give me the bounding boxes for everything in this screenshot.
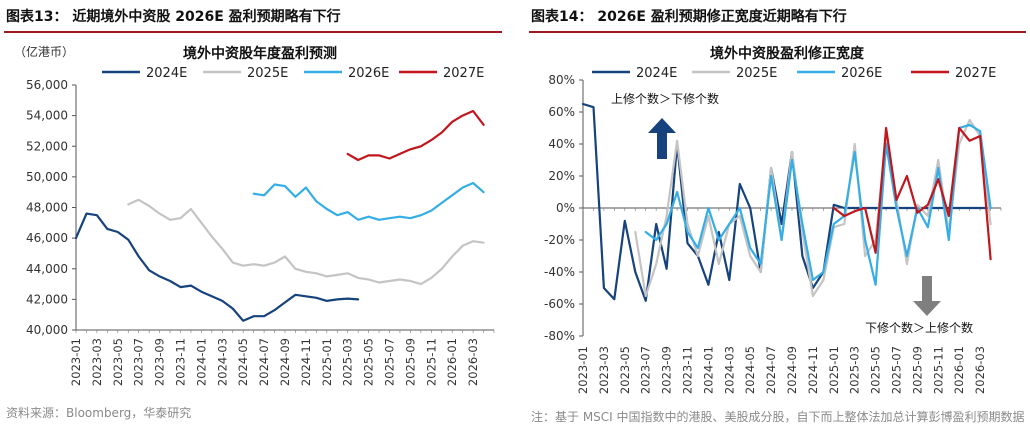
x-tick-label: 2025-05 bbox=[869, 346, 883, 394]
y-tick-label: 48,000 bbox=[26, 201, 68, 215]
x-tick-label: 2024-05 bbox=[743, 346, 757, 394]
down-arrow-icon bbox=[913, 276, 941, 316]
x-tick-label: 2025-09 bbox=[910, 346, 924, 394]
y-tick-label: 52,000 bbox=[26, 139, 68, 153]
x-tick-label: 2025-09 bbox=[403, 338, 417, 386]
x-tick-label: 2023-03 bbox=[597, 346, 611, 394]
y-tick-label: -60% bbox=[544, 297, 575, 311]
series-line-2027E bbox=[832, 126, 992, 261]
left-x-axis: 2023-01 2023-03 2023-05 2023-07 2023-09 2023-… bbox=[69, 329, 495, 386]
left-series-lines bbox=[74, 109, 485, 322]
y-tick-label: 50,000 bbox=[26, 170, 68, 184]
left-unit-label: （亿港币） bbox=[14, 44, 74, 59]
left-header-rule bbox=[4, 31, 502, 33]
x-tick-label: 2023-01 bbox=[576, 346, 590, 394]
right-series-lines bbox=[581, 102, 992, 302]
x-tick-label: 2024-01 bbox=[194, 338, 208, 386]
y-tick-label: -20% bbox=[544, 233, 575, 247]
x-tick-label: 2025-07 bbox=[890, 346, 904, 394]
y-tick-label: 42,000 bbox=[26, 292, 68, 306]
right-header-rule bbox=[529, 31, 1026, 33]
x-tick-label: 2024-01 bbox=[701, 346, 715, 394]
x-tick-label: 2023-07 bbox=[132, 338, 146, 386]
y-tick-label: -40% bbox=[544, 265, 575, 279]
x-tick-label: 2024-09 bbox=[278, 338, 292, 386]
x-tick-label: 2025-11 bbox=[931, 346, 945, 394]
x-tick-label: 2024-11 bbox=[806, 346, 820, 394]
x-tick-label: 2023-03 bbox=[90, 338, 104, 386]
y-tick-label: 60% bbox=[548, 105, 575, 119]
legend-label: 2026E bbox=[348, 66, 389, 81]
x-tick-label: 2025-11 bbox=[424, 338, 438, 386]
x-tick-label: 2023-11 bbox=[681, 346, 695, 394]
legend-label: 2024E bbox=[636, 66, 677, 81]
y-tick-label: 56,000 bbox=[26, 78, 68, 92]
x-tick-label: 2023-05 bbox=[111, 338, 125, 386]
x-tick-label: 2023-07 bbox=[639, 346, 653, 394]
x-tick-label: 2026-01 bbox=[952, 346, 966, 394]
y-tick-label: 80% bbox=[548, 73, 575, 87]
y-tick-label: -80% bbox=[544, 329, 575, 343]
series-line-2026E bbox=[644, 123, 992, 286]
right-chart-title: 境外中资股盈利修正宽度 bbox=[710, 45, 865, 62]
left-legend: 2024E 2025E 2026E 2027E bbox=[102, 66, 484, 81]
legend-label: 2026E bbox=[841, 66, 882, 81]
x-tick-label: 2024-07 bbox=[257, 338, 271, 386]
x-tick-label: 2024-03 bbox=[722, 346, 736, 394]
y-tick-label: 20% bbox=[548, 169, 575, 183]
y-tick-label: 46,000 bbox=[26, 231, 68, 245]
x-tick-label: 2025-01 bbox=[320, 338, 334, 386]
right-revision-breadth-chart: 境外中资股盈利修正宽度 2024E 2025E 2026E 2027E -80% -60… bbox=[544, 45, 1002, 394]
x-tick-label: 2026-01 bbox=[445, 338, 459, 386]
y-tick-label: 44,000 bbox=[26, 262, 68, 276]
left-chart-title: 境外中资股年度盈利预测 bbox=[183, 45, 337, 62]
left-source-note: 资料来源：Bloomberg，华泰研究 bbox=[6, 406, 192, 420]
y-tick-label: 40% bbox=[548, 137, 575, 151]
x-tick-label: 2025-07 bbox=[383, 338, 397, 386]
x-tick-label: 2024-07 bbox=[764, 346, 778, 394]
x-tick-label: 2023-05 bbox=[618, 346, 632, 394]
x-tick-label: 2023-09 bbox=[660, 346, 674, 394]
downward-revision-annotation: 下修个数＞上修个数 bbox=[865, 320, 973, 335]
x-tick-label: 2025-01 bbox=[827, 346, 841, 394]
y-tick-label: 0% bbox=[556, 201, 575, 215]
x-tick-label: 2024-05 bbox=[236, 338, 250, 386]
x-tick-label: 2025-03 bbox=[848, 346, 862, 394]
x-tick-label: 2024-03 bbox=[215, 338, 229, 386]
x-tick-label: 2024-09 bbox=[785, 346, 799, 394]
left-figure-header: 图表13： 近期境外中资股 2026E 盈利预期略有下行 bbox=[6, 9, 341, 25]
up-arrow-icon bbox=[648, 118, 676, 159]
series-line-2026E bbox=[252, 181, 485, 221]
legend-label: 2024E bbox=[146, 66, 187, 81]
right-y-axis: -80% -60% -40% -20% 0% 20% 40% 60% 80% bbox=[544, 73, 584, 343]
right-legend: 2024E 2025E 2026E 2027E bbox=[592, 66, 996, 81]
series-line-2025E bbox=[127, 198, 485, 286]
series-line-2024E bbox=[74, 212, 360, 322]
legend-label: 2025E bbox=[247, 66, 288, 81]
x-tick-label: 2023-11 bbox=[174, 338, 188, 386]
upward-revision-annotation: 上修个数＞下修个数 bbox=[611, 91, 719, 106]
right-figure-header: 图表14： 2026E 盈利预期修正宽度近期略有下行 bbox=[531, 9, 847, 25]
y-tick-label: 54,000 bbox=[26, 109, 68, 123]
x-tick-label: 2026-03 bbox=[973, 346, 987, 394]
x-tick-label: 2025-03 bbox=[341, 338, 355, 386]
left-y-axis: 40,000 42,000 44,000 46,000 48,000 50,000 52,0… bbox=[26, 78, 77, 337]
series-line-2027E bbox=[346, 109, 485, 162]
x-tick-label: 2023-09 bbox=[153, 338, 167, 386]
x-tick-label: 2026-03 bbox=[466, 338, 480, 386]
x-tick-label: 2024-11 bbox=[299, 338, 313, 386]
right-x-axis: 2023-01 2023-03 2023-05 2023-07 2023-09 2023-… bbox=[576, 207, 1002, 394]
y-tick-label: 40,000 bbox=[26, 323, 68, 337]
legend-label: 2027E bbox=[955, 66, 996, 81]
x-tick-label: 2025-05 bbox=[362, 338, 376, 386]
x-tick-label: 2023-01 bbox=[69, 338, 83, 386]
legend-label: 2025E bbox=[736, 66, 777, 81]
legend-label: 2027E bbox=[443, 66, 484, 81]
left-earnings-forecast-chart: （亿港币） 境外中资股年度盈利预测 2024E 2025E 2026E 2027E 4… bbox=[14, 44, 495, 386]
right-footnote: 注：基于 MSCI 中国指数中的港股、美股成分股，自下而上整体法加总计算彭博盈利… bbox=[531, 410, 1025, 424]
